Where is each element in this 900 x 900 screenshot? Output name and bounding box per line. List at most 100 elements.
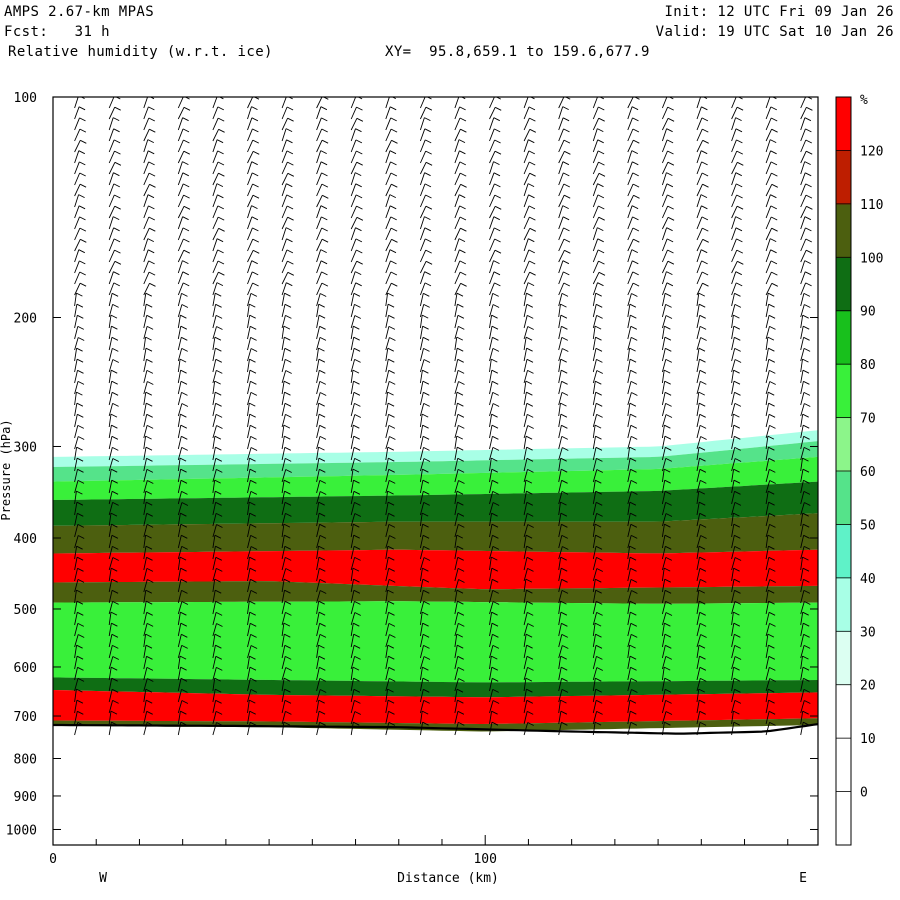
wind-barb-flag — [526, 600, 534, 605]
wind-barb — [385, 227, 392, 241]
wind-barb — [212, 260, 219, 274]
wind-barb — [731, 557, 736, 571]
wind-barb — [247, 359, 250, 373]
wind-barb — [558, 260, 564, 274]
wind-barb — [696, 150, 702, 164]
wind-barb — [558, 678, 563, 692]
wind-barb-flag — [180, 512, 187, 517]
wind-barb — [143, 150, 149, 164]
wind-barb-flag — [735, 216, 742, 221]
wind-barb — [592, 447, 597, 461]
wind-barb — [731, 502, 736, 516]
wind-barb — [281, 491, 285, 505]
wind-barb-flag — [492, 601, 500, 605]
wind-barb — [177, 601, 183, 615]
wind-barb — [627, 425, 632, 439]
wind-barb — [350, 557, 356, 571]
wind-barb — [74, 271, 81, 285]
wind-barb-flag — [322, 97, 329, 100]
wind-barb — [489, 250, 496, 263]
wind-barb — [800, 612, 804, 626]
wind-barb-flag — [147, 150, 155, 155]
wind-barb-flag — [353, 721, 360, 726]
wind-barb — [489, 128, 495, 142]
wind-barb-flag — [389, 150, 397, 155]
wind-barb — [385, 524, 390, 538]
wind-barb-flag — [390, 271, 398, 276]
wind-barb-flag — [699, 611, 706, 616]
wind-barb-flag — [320, 260, 328, 265]
wind-barb-flag — [110, 369, 118, 374]
wind-barb — [696, 524, 701, 538]
wind-barb — [177, 502, 183, 516]
wind-barb-flag — [629, 358, 637, 363]
wind-barb — [661, 469, 665, 483]
wind-barb-flag — [527, 326, 534, 330]
wind-barb — [316, 502, 320, 516]
wind-barb — [247, 403, 250, 417]
wind-barb-flag — [734, 633, 741, 638]
wind-barb — [108, 282, 115, 296]
wind-barb — [143, 359, 147, 373]
wind-barb-flag — [216, 326, 223, 330]
wind-barb-flag — [805, 139, 813, 144]
wind-barb-flag — [803, 633, 810, 638]
wind-barb — [627, 656, 631, 670]
wind-barb-flag — [595, 501, 603, 506]
wind-barb — [247, 97, 254, 109]
wind-barb-flag — [180, 611, 187, 616]
wind-barb — [592, 546, 597, 560]
wind-barb — [627, 436, 632, 450]
wind-barb-flag — [803, 347, 811, 352]
wind-barb — [731, 183, 737, 197]
wind-barb — [523, 315, 528, 329]
wind-barb — [489, 579, 493, 593]
wind-barb-flag — [318, 655, 326, 660]
colorbar-swatch — [836, 524, 851, 579]
wind-barb-flag — [491, 523, 499, 528]
wind-barb — [627, 239, 634, 252]
wind-barb — [419, 359, 425, 373]
wind-barb — [281, 227, 287, 241]
wind-barb — [523, 458, 528, 472]
wind-barb — [316, 205, 322, 219]
wind-barb-flag — [388, 655, 395, 660]
wind-barb — [696, 469, 701, 483]
wind-barb — [661, 128, 668, 142]
west-label: W — [99, 871, 107, 886]
wind-barb — [800, 667, 804, 681]
wind-barb-flag — [249, 699, 256, 704]
wind-barb — [316, 579, 321, 593]
wind-barb — [212, 458, 217, 472]
wind-barb — [696, 184, 703, 197]
wind-barb-flag — [354, 358, 361, 363]
wind-barb-flag — [424, 139, 432, 144]
wind-barb — [281, 348, 286, 362]
wind-barb-flag — [494, 150, 502, 155]
wind-barb — [800, 502, 805, 516]
wind-barb — [489, 348, 494, 362]
wind-barb-flag — [560, 567, 568, 572]
wind-barb-flag — [733, 369, 740, 374]
wind-barb — [696, 579, 701, 593]
wind-barb-flag — [666, 128, 673, 133]
wind-barb — [247, 524, 251, 538]
wind-barb-flag — [391, 183, 398, 188]
wind-barb-flag — [318, 314, 326, 319]
wind-barb — [212, 612, 217, 626]
wind-barb-flag — [249, 600, 256, 605]
wind-barb-flag — [148, 117, 156, 122]
wind-barb-flag — [251, 216, 259, 221]
wind-barb-flag — [561, 325, 568, 330]
wind-barb — [523, 139, 529, 153]
wind-barb-flag — [423, 402, 430, 407]
wind-barb — [696, 502, 700, 516]
wind-barb — [661, 601, 667, 615]
wind-barb-flag — [249, 457, 256, 462]
wind-barb-flag — [803, 490, 811, 495]
wind-barb — [108, 579, 113, 593]
wind-barb-flag — [494, 205, 502, 210]
wind-barb-flag — [529, 117, 536, 122]
wind-barb — [454, 271, 461, 285]
wind-barb — [800, 590, 805, 604]
